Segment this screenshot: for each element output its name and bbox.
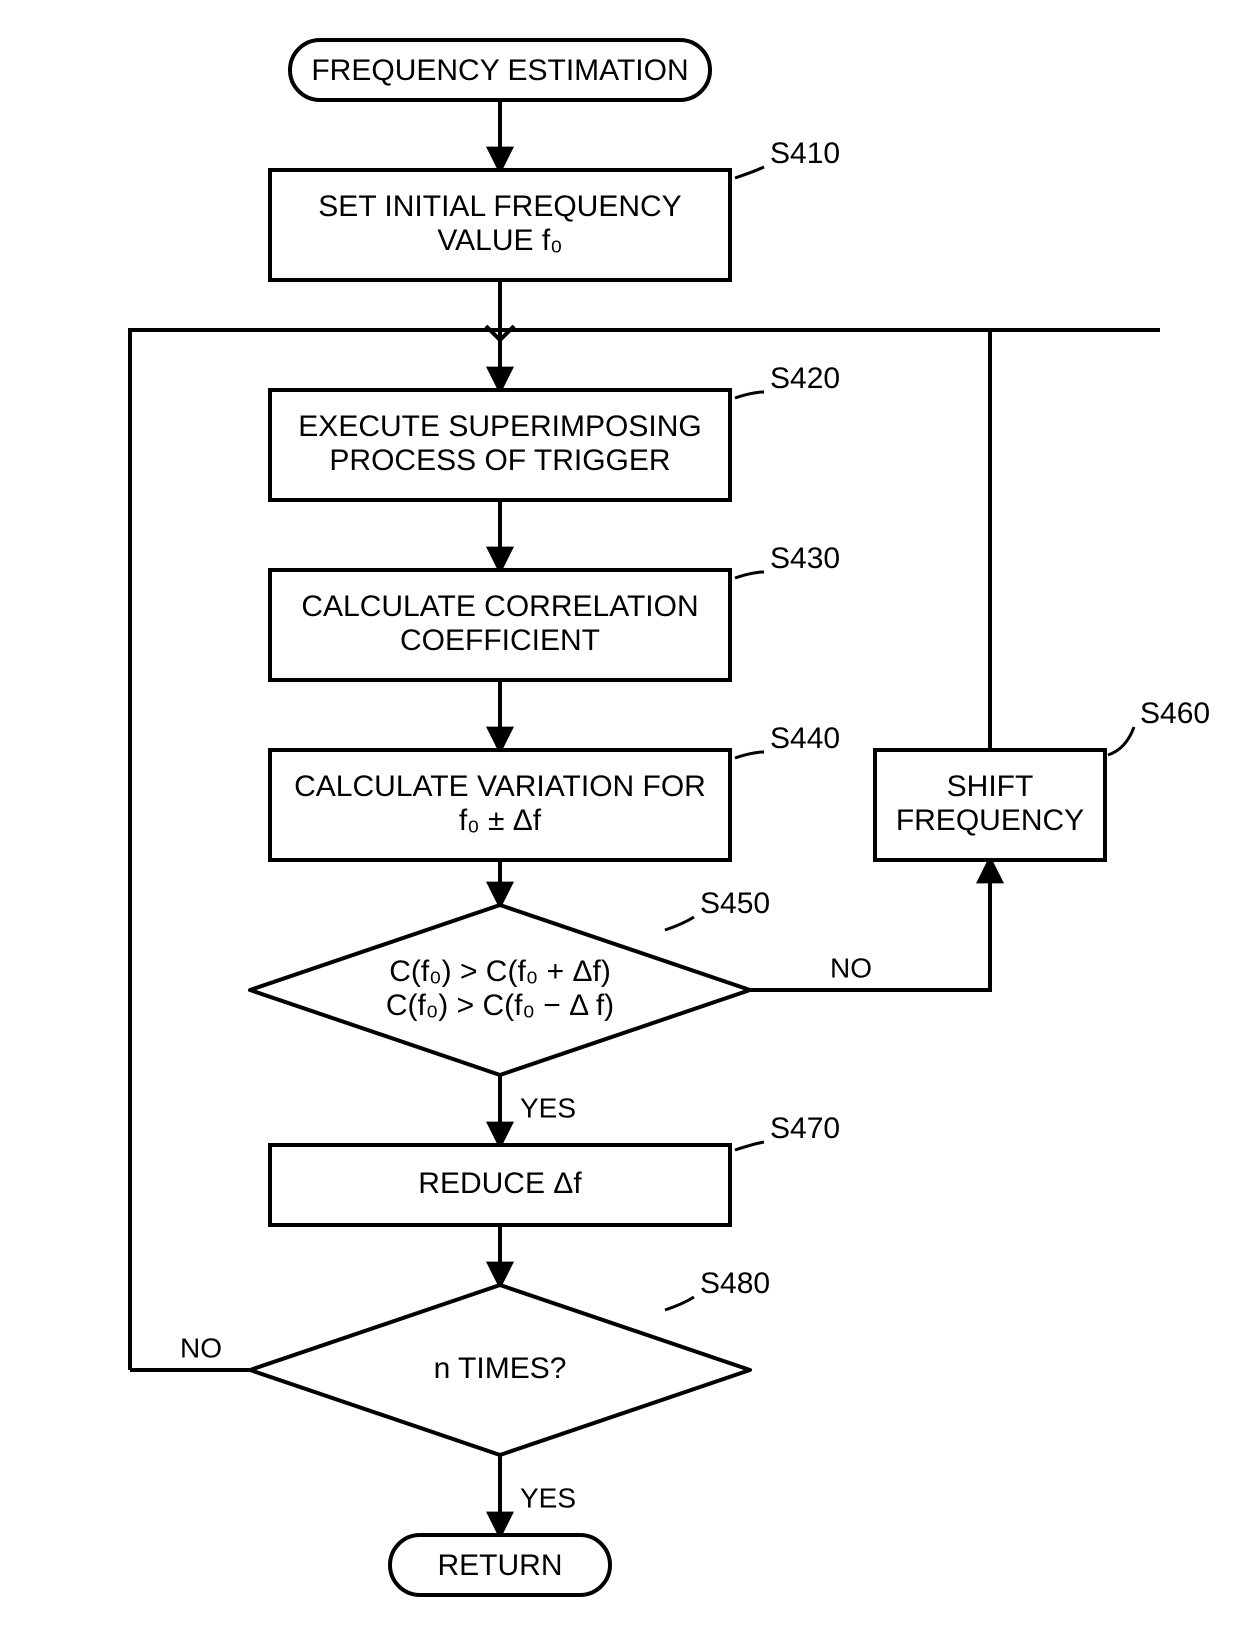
step-label: S480: [700, 1267, 770, 1300]
edge-label: YES: [520, 1482, 576, 1513]
process-text: SET INITIAL FREQUENCY: [318, 190, 681, 223]
process-text: CALCULATE VARIATION FOR: [294, 770, 706, 803]
process-text: f₀ ± Δf: [459, 804, 542, 837]
process-text: COEFFICIENT: [400, 624, 600, 657]
decision-text: C(f₀) > C(f₀ + Δf): [389, 955, 611, 988]
terminator-text: RETURN: [438, 1549, 563, 1582]
decision-text: C(f₀) > C(f₀ − Δ f): [386, 989, 614, 1022]
process-text: REDUCE Δf: [418, 1167, 582, 1200]
terminator-text: FREQUENCY ESTIMATION: [311, 54, 688, 87]
process-text: SHIFT: [947, 770, 1034, 803]
step-label: S450: [700, 887, 770, 920]
step-label: S440: [770, 722, 840, 755]
process-text: CALCULATE CORRELATION: [301, 590, 698, 623]
step-label: S410: [770, 137, 840, 170]
step-label: S420: [770, 362, 840, 395]
edge-label: YES: [520, 1092, 576, 1123]
step-label: S430: [770, 542, 840, 575]
edge-label: NO: [830, 952, 872, 983]
process-text: EXECUTE SUPERIMPOSING: [298, 410, 701, 443]
edge-label: NO: [180, 1332, 222, 1363]
process-text: FREQUENCY: [896, 804, 1084, 837]
step-label: S460: [1140, 697, 1210, 730]
process-text: PROCESS OF TRIGGER: [329, 444, 670, 477]
process-text: VALUE f₀: [437, 224, 562, 257]
step-label: S470: [770, 1112, 840, 1145]
decision-text: n TIMES?: [434, 1352, 567, 1385]
